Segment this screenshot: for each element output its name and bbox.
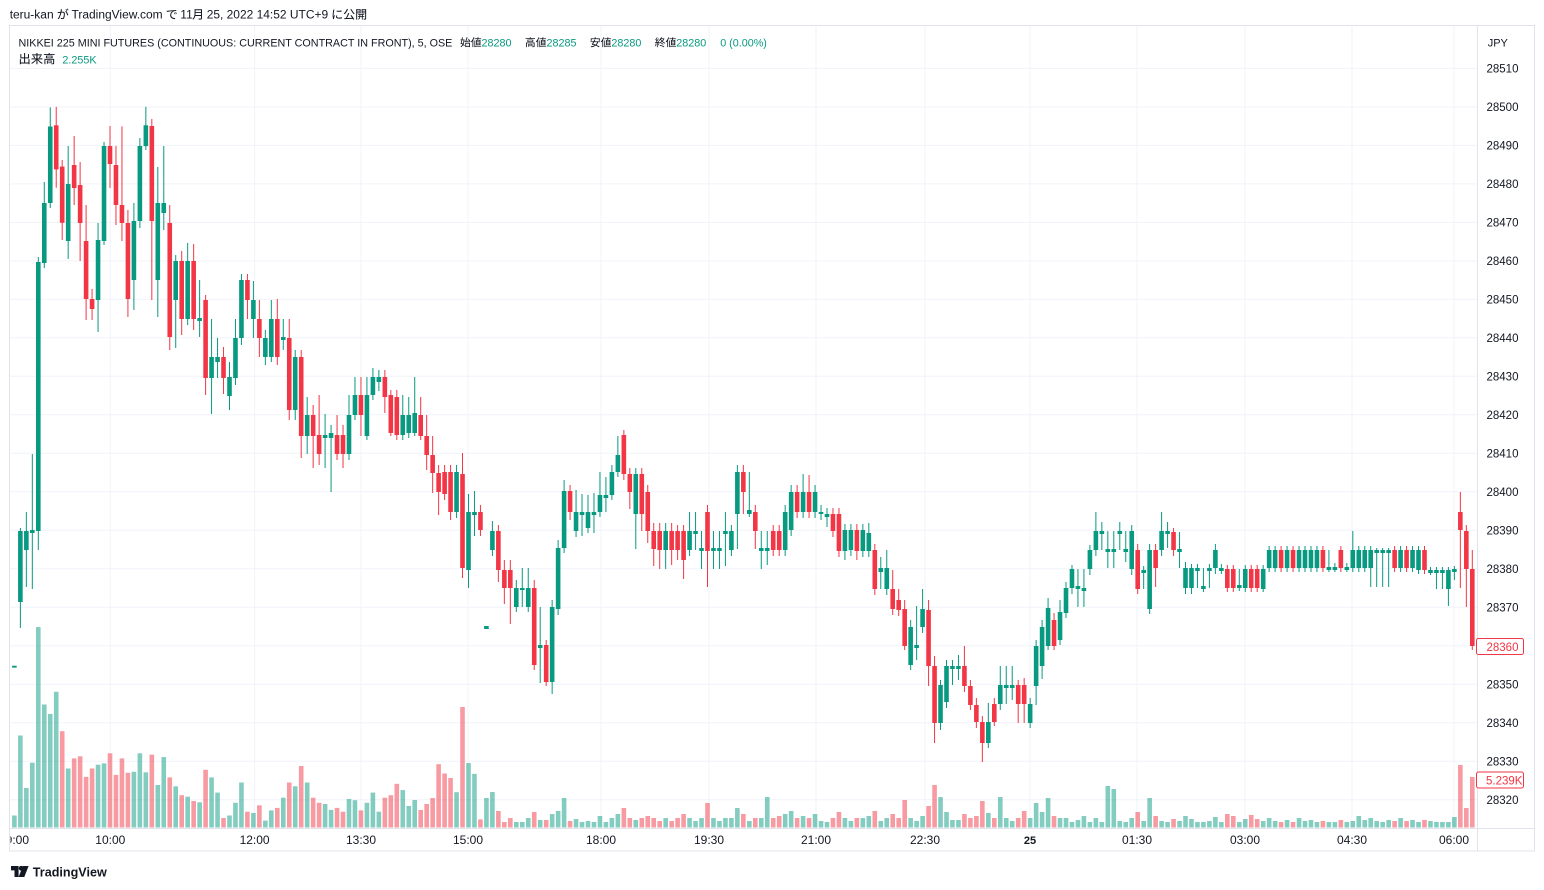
svg-text:12:00: 12:00	[240, 833, 270, 847]
svg-text:21:00: 21:00	[801, 833, 831, 847]
svg-text:28280: 28280	[611, 37, 641, 49]
svg-text:01:30: 01:30	[1122, 833, 1152, 847]
svg-text:5.239K: 5.239K	[1486, 775, 1523, 787]
svg-text:28500: 28500	[1487, 102, 1519, 114]
svg-text:28480: 28480	[1487, 179, 1519, 191]
svg-text:28380: 28380	[1487, 564, 1519, 576]
svg-text:28330: 28330	[1487, 756, 1519, 768]
svg-text:28280: 28280	[676, 37, 706, 49]
svg-text:28460: 28460	[1487, 256, 1519, 268]
svg-text:JPY: JPY	[1488, 37, 1509, 49]
svg-text:18:00: 18:00	[586, 833, 616, 847]
svg-text:28350: 28350	[1487, 679, 1519, 691]
svg-text:28510: 28510	[1487, 64, 1519, 76]
svg-text:28440: 28440	[1487, 333, 1519, 345]
svg-text:13:30: 13:30	[346, 833, 376, 847]
svg-text:28410: 28410	[1487, 449, 1519, 461]
svg-text:28285: 28285	[547, 37, 577, 49]
svg-text:10:00: 10:00	[95, 833, 125, 847]
svg-text:03:00: 03:00	[1230, 833, 1260, 847]
svg-text:NIKKEI 225 MINI FUTURES (CONTI: NIKKEI 225 MINI FUTURES (CONTINUOUS: CUR…	[19, 37, 453, 49]
svg-text:28390: 28390	[1487, 526, 1519, 538]
svg-text:28470: 28470	[1487, 218, 1519, 230]
svg-text:11: 11	[180, 8, 193, 22]
svg-text:TradingView: TradingView	[33, 865, 107, 879]
svg-text:0 (0.00%): 0 (0.00%)	[720, 37, 767, 49]
svg-text:28420: 28420	[1487, 410, 1519, 422]
svg-text:04:30: 04:30	[1337, 833, 1367, 847]
svg-text:06:00: 06:00	[1439, 833, 1469, 847]
svg-text:15:00: 15:00	[453, 833, 483, 847]
svg-text:28370: 28370	[1487, 603, 1519, 615]
svg-text:28400: 28400	[1487, 487, 1519, 499]
svg-text:22:30: 22:30	[910, 833, 940, 847]
svg-text:28360: 28360	[1487, 642, 1519, 654]
svg-text:28450: 28450	[1487, 295, 1519, 307]
svg-text:28430: 28430	[1487, 372, 1519, 384]
svg-text:25: 25	[1024, 835, 1036, 847]
svg-text:25, 2022 14:52 UTC+9: 25, 2022 14:52 UTC+9	[207, 8, 329, 22]
svg-text:19:30: 19:30	[694, 833, 724, 847]
svg-text:teru-kan: teru-kan	[10, 8, 54, 22]
svg-text:09:00: 09:00	[0, 833, 29, 847]
svg-text:TradingView.com: TradingView.com	[72, 8, 163, 22]
svg-text:28490: 28490	[1487, 141, 1519, 153]
svg-text:2.255K: 2.255K	[62, 54, 97, 66]
svg-text:28280: 28280	[482, 37, 512, 49]
svg-text:28320: 28320	[1487, 795, 1519, 807]
svg-text:28340: 28340	[1487, 718, 1519, 730]
